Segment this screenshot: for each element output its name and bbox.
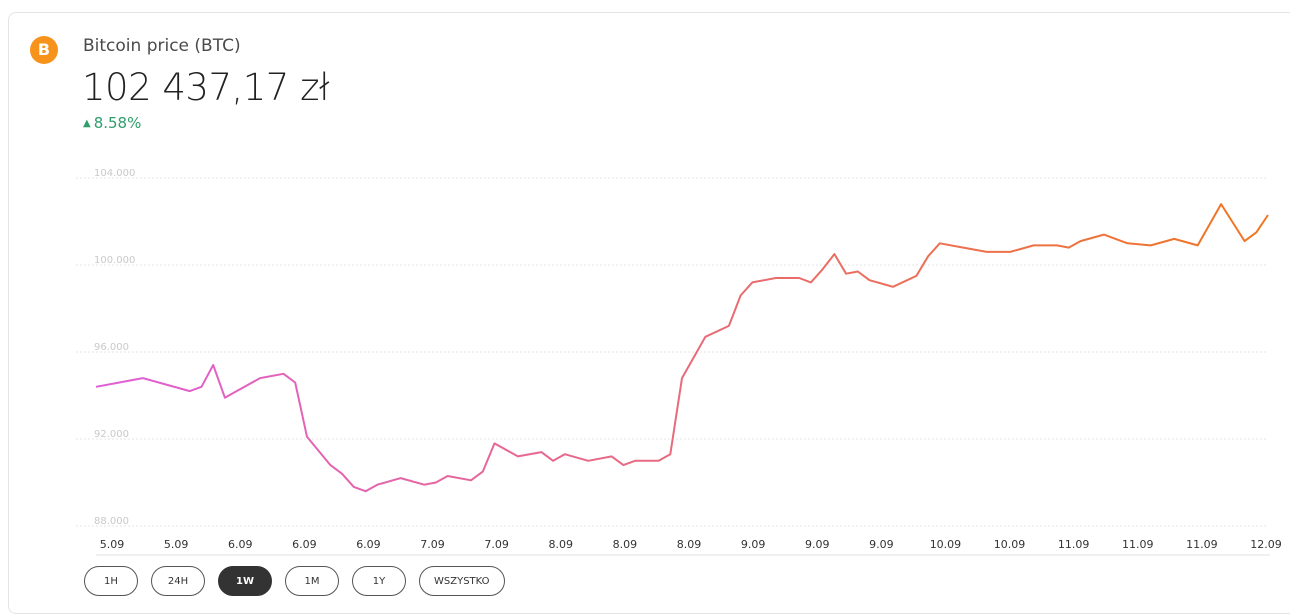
x-tick-label: 7.09 xyxy=(484,538,509,551)
x-tick-label: 9.09 xyxy=(741,538,766,551)
x-tick-label: 10.09 xyxy=(994,538,1026,551)
y-tick-label: 100.000 xyxy=(94,255,135,266)
x-tick-label: 12.09 xyxy=(1250,538,1282,551)
x-tick-label: 6.09 xyxy=(228,538,253,551)
y-tick-label: 96.000 xyxy=(94,342,129,353)
x-tick-label: 6.09 xyxy=(292,538,317,551)
x-tick-label: 9.09 xyxy=(805,538,830,551)
x-tick-label: 11.09 xyxy=(1122,538,1154,551)
y-tick-label: 104.000 xyxy=(94,168,135,179)
x-tick-label: 9.09 xyxy=(869,538,894,551)
price-series-line xyxy=(96,204,1268,491)
x-tick-label: 11.09 xyxy=(1058,538,1090,551)
range-button-wszystko[interactable]: WSZYSTKO xyxy=(419,566,505,596)
x-tick-label: 8.09 xyxy=(549,538,574,551)
x-tick-label: 8.09 xyxy=(613,538,638,551)
price-chart: 104.000 100.000 96.000 92.000 88.000 5.09 5.0… xyxy=(0,0,1290,594)
x-tick-label: 10.09 xyxy=(930,538,962,551)
x-tick-label: 5.09 xyxy=(100,538,125,551)
range-button-1w[interactable]: 1W xyxy=(218,566,272,596)
range-button-1y[interactable]: 1Y xyxy=(352,566,406,596)
x-tick-label: 5.09 xyxy=(164,538,189,551)
y-tick-label: 88.000 xyxy=(94,516,129,527)
y-tick-label: 92.000 xyxy=(94,429,129,440)
x-tick-label: 6.09 xyxy=(356,538,381,551)
range-button-24h[interactable]: 24H xyxy=(151,566,205,596)
time-range-selector: 1H 24H 1W 1M 1Y WSZYSTKO xyxy=(84,566,505,596)
x-tick-label: 11.09 xyxy=(1186,538,1218,551)
range-button-1h[interactable]: 1H xyxy=(84,566,138,596)
range-button-1m[interactable]: 1M xyxy=(285,566,339,596)
x-tick-label: 8.09 xyxy=(677,538,702,551)
x-tick-label: 7.09 xyxy=(420,538,445,551)
